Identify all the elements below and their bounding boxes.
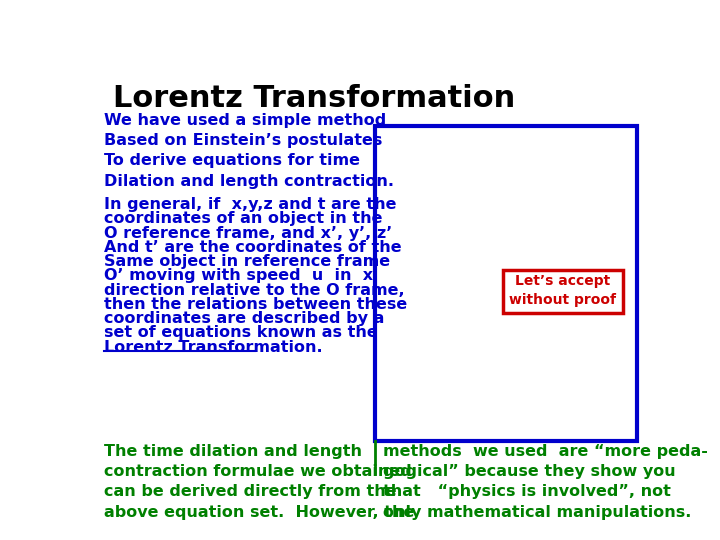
Text: set of equations known as the: set of equations known as the xyxy=(104,326,378,340)
Text: O reference frame, and x’, y’, z’: O reference frame, and x’, y’, z’ xyxy=(104,226,392,241)
Text: We have used a simple method
Based on Einstein’s postulates
To derive equations : We have used a simple method Based on Ei… xyxy=(104,112,394,189)
Text: Same object in reference frame: Same object in reference frame xyxy=(104,254,390,269)
FancyBboxPatch shape xyxy=(375,126,637,441)
Text: coordinates are described by a: coordinates are described by a xyxy=(104,311,384,326)
Text: The time dilation and length
contraction formulae we obtained
can be derived dir: The time dilation and length contraction… xyxy=(104,444,414,520)
FancyBboxPatch shape xyxy=(503,271,624,313)
Text: Let’s accept
without proof: Let’s accept without proof xyxy=(509,274,616,307)
Text: Lorentz Transformation: Lorentz Transformation xyxy=(113,84,516,113)
Text: Lorentz Transformation.: Lorentz Transformation. xyxy=(104,340,323,355)
Text: O’ moving with speed  u  in  x: O’ moving with speed u in x xyxy=(104,268,373,284)
Text: methods  we used  are “more peda-
gogical” because they show you
that   “physics: methods we used are “more peda- gogical”… xyxy=(383,444,708,520)
Text: In general, if  x,y,z and t are the: In general, if x,y,z and t are the xyxy=(104,197,397,212)
Text: coordinates of an object in the: coordinates of an object in the xyxy=(104,212,382,226)
Text: then the relations between these: then the relations between these xyxy=(104,297,408,312)
Text: And t’ are the coordinates of the: And t’ are the coordinates of the xyxy=(104,240,402,255)
Text: direction relative to the O frame,: direction relative to the O frame, xyxy=(104,283,405,298)
